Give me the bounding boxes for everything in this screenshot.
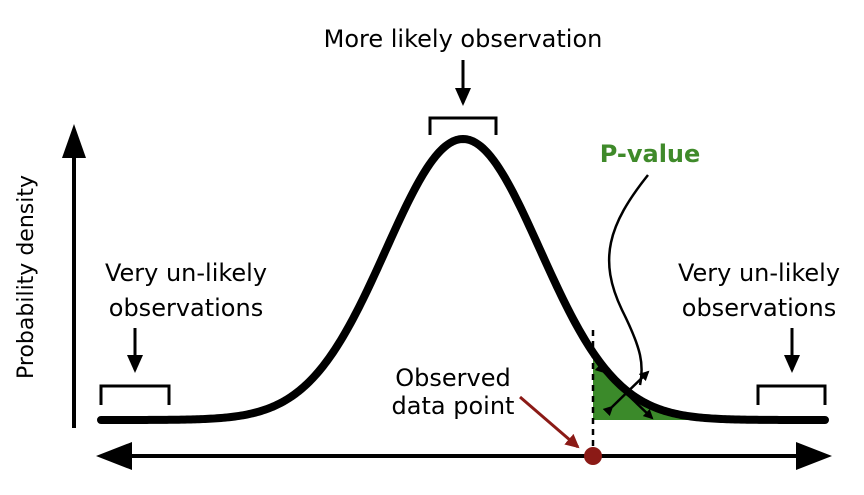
top-down-arrow-icon: [455, 88, 471, 106]
bell-curve: [97, 135, 829, 424]
left-label-line2: observations: [109, 294, 263, 322]
left-down-arrow-icon: [127, 355, 143, 373]
observed-label-line2: data point: [392, 392, 515, 420]
p-value-label: P-value: [600, 140, 701, 168]
p-value-double-arrow-2: [594, 362, 654, 420]
right-label-line1: Very un-likely: [678, 259, 840, 287]
top-label: More likely observation: [324, 25, 603, 53]
top-bracket: [428, 60, 498, 135]
left-label-line1: Very un-likely: [105, 259, 267, 287]
right-bracket: [756, 328, 827, 405]
x-axis-left-arrow-icon: [96, 442, 132, 470]
y-axis-arrow-icon: [62, 124, 86, 158]
p-value-pointer-curve: [607, 174, 649, 386]
observed-data-point: [584, 447, 602, 465]
right-label-line2: observations: [682, 294, 836, 322]
left-bracket: [99, 328, 171, 405]
x-axis-right-arrow-icon: [796, 442, 832, 470]
observed-pointer-arrow: [519, 395, 580, 449]
x-axis: [96, 442, 832, 470]
y-axis: [62, 124, 86, 428]
observed-label-line1: Observed: [395, 364, 510, 392]
y-axis-label: Probability density: [14, 175, 39, 379]
right-down-arrow-icon: [784, 355, 800, 373]
